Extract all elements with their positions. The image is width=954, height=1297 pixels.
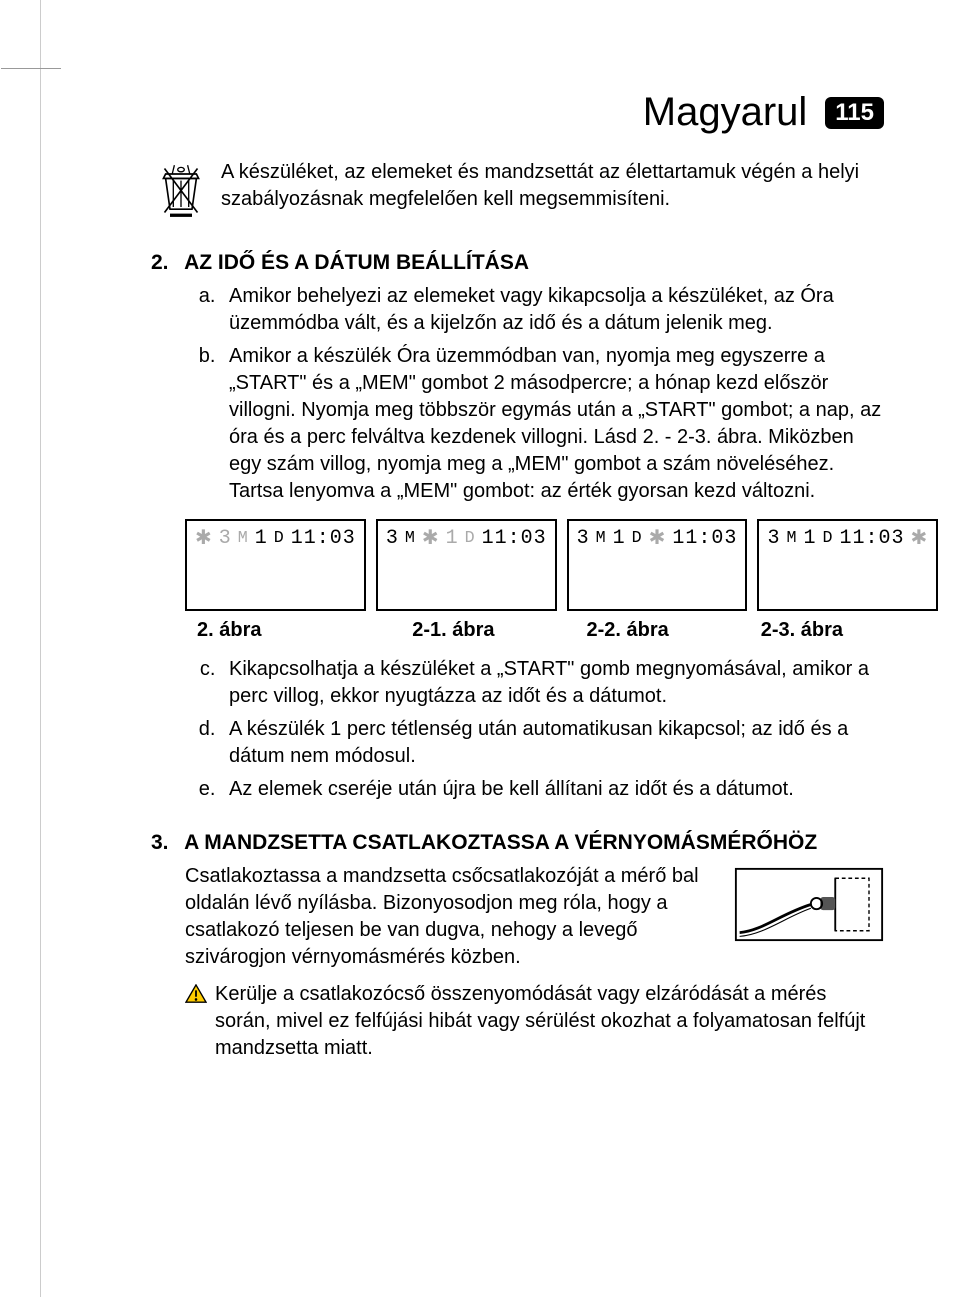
lcd-month: 3 (219, 527, 232, 550)
figure-label-1: 2. ábra (185, 619, 361, 642)
lcd-day: 1 (803, 527, 816, 550)
blink-icon: ✱ (649, 525, 667, 551)
warning-row: Kerülje a csatlakozócső összenyomódását … (185, 981, 884, 1062)
lcd-figure-row: ✱ 3M 1D 11:03 3M ✱ 1D 11:03 3M 1D ✱ 11:0… (185, 519, 884, 611)
list-item: Amikor behelyezi az elemeket vagy kikapc… (221, 283, 884, 337)
blink-icon: ✱ (195, 525, 213, 551)
lcd-display-3: 3M 1D ✱ 11:03 (567, 519, 748, 611)
section-2-number: 2. (151, 251, 179, 275)
item-b: Amikor a készülék Óra üzemmódban van, ny… (229, 345, 881, 502)
lcd-month: 3 (386, 527, 399, 550)
item-e: Az elemek cseréje után újra be kell állí… (229, 778, 794, 800)
page-number: 115 (825, 97, 884, 129)
lcd-display-1: ✱ 3M 1D 11:03 (185, 519, 366, 611)
lcd-d-sub: D (632, 529, 643, 548)
lcd-display-4: 3M 1D 11:03 ✱ (757, 519, 938, 611)
section-3-heading: A MANDZSETTA CSATLAKOZTASSA A VÉRNYOMÁSM… (184, 831, 817, 854)
blink-icon: ✱ (422, 525, 440, 551)
lcd-time: 11:03 (291, 527, 356, 550)
section-2-heading: AZ IDŐ ÉS A DÁTUM BEÁLLÍTÁSA (184, 251, 529, 274)
recycle-bin-icon (159, 163, 203, 223)
lcd-m-sub: M (238, 529, 249, 548)
section-2-list: Amikor behelyezi az elemeket vagy kikapc… (151, 283, 884, 505)
list-item: A készülék 1 perc tétlenség után automat… (221, 716, 884, 770)
lcd-m-sub: M (596, 529, 607, 548)
lcd-d-sub: D (274, 529, 285, 548)
section-3-number: 3. (151, 831, 179, 855)
section-2-list-cont: Kikapcsolhatja a készüléket a „START" go… (151, 656, 884, 803)
item-d: A készülék 1 perc tétlenség után automat… (229, 718, 848, 767)
language-label: Magyarul (643, 90, 808, 135)
section-2-title: 2. AZ IDŐ ÉS A DÁTUM BEÁLLÍTÁSA (151, 251, 884, 275)
warning-icon (185, 984, 207, 1012)
warning-text: Kerülje a csatlakozócső összenyomódását … (215, 981, 884, 1062)
lcd-month: 3 (577, 527, 590, 550)
lcd-time: 11:03 (672, 527, 737, 550)
lcd-d-sub: D (465, 529, 476, 548)
list-item: Az elemek cseréje után újra be kell állí… (221, 776, 884, 803)
disposal-text: A készüléket, az elemeket és mandzsettát… (221, 159, 884, 213)
figure-label-3: 2-2. ábra (546, 619, 710, 642)
blink-icon: ✱ (910, 525, 928, 551)
figure-label-2: 2-1. ábra (371, 619, 535, 642)
item-a: Amikor behelyezi az elemeket vagy kikapc… (229, 285, 834, 334)
page-header: Magyarul 115 (151, 90, 884, 135)
list-item: Kikapcsolhatja a készüléket a „START" go… (221, 656, 884, 710)
lcd-time: 11:03 (839, 527, 904, 550)
item-c: Kikapcsolhatja a készüléket a „START" go… (229, 658, 869, 707)
lcd-time: 11:03 (482, 527, 547, 550)
disposal-row: A készüléket, az elemeket és mandzsettát… (151, 159, 884, 223)
lcd-display-2: 3M ✱ 1D 11:03 (376, 519, 557, 611)
lcd-m-sub: M (786, 529, 797, 548)
lcd-month: 3 (767, 527, 780, 550)
cuff-block: Csatlakoztassa a mandzsetta csőcsatlakoz… (185, 863, 884, 971)
document-page: Magyarul 115 A készüléket, az elemeket é… (40, 0, 954, 1297)
figure-label-4: 2-3. ábra (720, 619, 884, 642)
list-item: Amikor a készülék Óra üzemmódban van, ny… (221, 343, 884, 505)
lcd-day: 1 (446, 527, 459, 550)
lcd-day: 1 (255, 527, 268, 550)
cuff-connector-icon (734, 867, 884, 947)
section-3-body: Csatlakoztassa a mandzsetta csőcsatlakoz… (185, 863, 716, 971)
lcd-day: 1 (613, 527, 626, 550)
figure-labels-row: 2. ábra 2-1. ábra 2-2. ábra 2-3. ábra (185, 619, 884, 642)
lcd-m-sub: M (405, 529, 416, 548)
section-3-title: 3. A MANDZSETTA CSATLAKOZTASSA A VÉRNYOM… (151, 831, 884, 855)
lcd-d-sub: D (822, 529, 833, 548)
